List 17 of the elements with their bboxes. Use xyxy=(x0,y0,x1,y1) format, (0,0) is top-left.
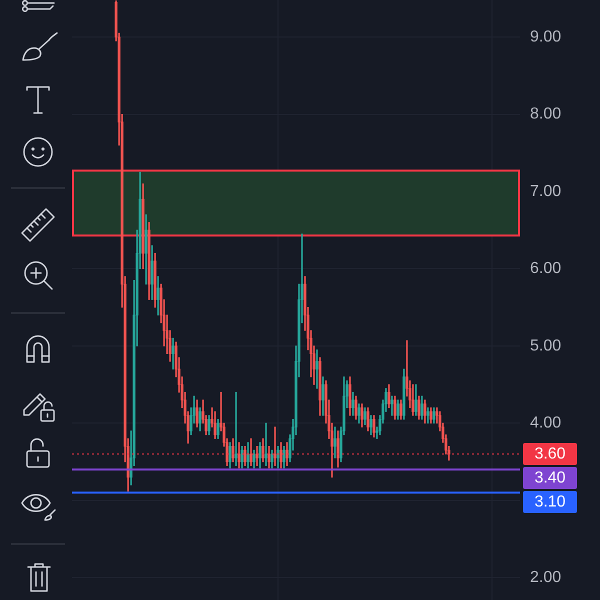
y-tick-label: 9.00 xyxy=(530,28,562,46)
candlestick xyxy=(316,349,318,389)
y-tick-label: 8.00 xyxy=(530,106,562,123)
y-tick-label: 7.00 xyxy=(530,182,562,200)
ref-line-label: 3.40 xyxy=(534,469,566,486)
candlestick xyxy=(274,426,276,466)
ref-line-label: 3.10 xyxy=(534,493,566,510)
candlestick xyxy=(334,426,336,458)
candlestick xyxy=(264,422,268,466)
candlestick xyxy=(256,446,258,466)
ref-line-label: 3.60 xyxy=(534,445,566,462)
candlestick xyxy=(234,392,238,466)
y-tick-label: 4.00 xyxy=(530,414,562,432)
y-tick-label: 6.00 xyxy=(530,260,562,278)
candlestick xyxy=(390,396,394,416)
y-tick-label: 5.00 xyxy=(530,337,562,354)
y-tick-label: 2.00 xyxy=(530,569,562,586)
